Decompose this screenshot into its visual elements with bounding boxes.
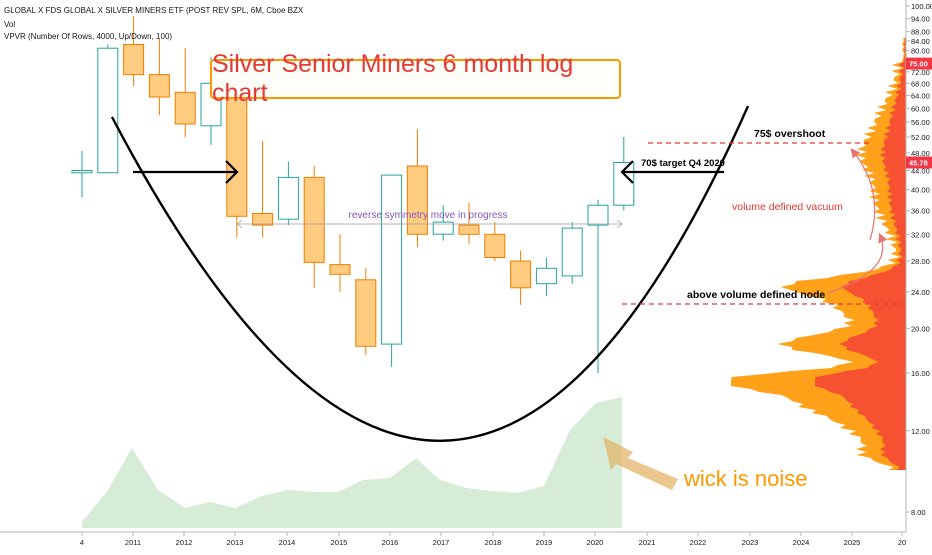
candle-body xyxy=(381,174,403,345)
time-tick-label: 2019 xyxy=(536,538,553,547)
time-tick-label: 2017 xyxy=(433,538,450,547)
price-tick-label: 28.00 xyxy=(911,257,930,266)
price-axis[interactable]: 100.0094.0088.0084.0080.0076.0072.0068.0… xyxy=(905,0,932,532)
price-tick-label: 64.00 xyxy=(911,91,930,100)
wick-noise-label: wick is noise xyxy=(683,466,807,491)
time-tick-label: 2018 xyxy=(485,538,502,547)
time-tick-label: 2016 xyxy=(382,538,399,547)
left-target-arrow-head xyxy=(225,160,239,184)
price-tick-label: 20.00 xyxy=(911,324,930,333)
time-tick-label: 2022 xyxy=(690,538,707,547)
price-tick-label: 44.00 xyxy=(911,167,930,176)
price-tick-label: 52.00 xyxy=(911,133,930,142)
vacuum-arrow-up xyxy=(850,148,876,241)
drawings-layer[interactable]: reverse symmetry move in progress 75$ ov… xyxy=(110,105,906,491)
time-tick-label: 2013 xyxy=(227,538,244,547)
candle-body xyxy=(71,170,93,174)
time-tick-label: 2020 xyxy=(587,538,604,547)
time-tick-label: 2023 xyxy=(742,538,759,547)
time-tick-label: 2024 xyxy=(793,538,810,547)
time-axis[interactable]: 4 2011 2012 2013 2014 2015 2016 2017 2018 2019 202… xyxy=(0,531,906,547)
price-tick-label: 40.00 xyxy=(911,186,930,195)
candle-body xyxy=(561,227,583,277)
candles-layer[interactable] xyxy=(71,16,635,374)
price-tag-box xyxy=(906,156,932,169)
time-tick-label: 2021 xyxy=(639,538,656,547)
time-tick-label: 4 xyxy=(80,538,84,547)
candle-body xyxy=(484,233,506,259)
price-tick-label: 8.00 xyxy=(911,508,926,517)
node-label: above volume defined node xyxy=(687,289,825,301)
price-tick-label: 68.00 xyxy=(911,79,930,88)
candle-body xyxy=(303,176,325,263)
reverse-symmetry-left-tip xyxy=(236,219,243,229)
cup-curve[interactable] xyxy=(110,105,750,442)
price-tag-box xyxy=(906,57,932,70)
candle-body xyxy=(458,224,480,235)
time-tick-label: 2015 xyxy=(331,538,348,547)
chart-title: Silver Senior Miners 6 month log chart xyxy=(212,50,574,107)
candle-body xyxy=(277,176,299,220)
wick-noise-arrow xyxy=(603,437,678,490)
price-tick-label: 24.00 xyxy=(911,288,930,297)
candle-body xyxy=(97,47,119,174)
price-tags: 75.00 45.78 xyxy=(906,57,932,169)
volume-profile-layer xyxy=(731,38,906,470)
price-tick-label: 80.00 xyxy=(911,47,930,56)
time-tick-label: 2014 xyxy=(279,538,296,547)
price-tick-label: 12.00 xyxy=(911,427,930,436)
candle-body xyxy=(329,264,351,275)
symbol-line: GLOBAL X FDS GLOBAL X SILVER MINERS ETF … xyxy=(4,6,304,15)
price-tag-label: 45.78 xyxy=(909,159,928,168)
price-tick-label: 60.00 xyxy=(911,104,930,113)
target-label: 70$ target Q4 2020 xyxy=(641,158,725,169)
chart-title-box[interactable]: Silver Senior Miners 6 month log chart xyxy=(210,50,621,107)
candle-body xyxy=(355,279,377,347)
candle-body xyxy=(432,221,454,235)
vpvr-down-volume xyxy=(815,38,906,470)
candle-body xyxy=(406,165,428,235)
candle-body xyxy=(510,260,532,289)
price-tick-label: 72.00 xyxy=(911,68,930,77)
vpvr-legend: VPVR (Number Of Rows, 4000, Up/Down, 100… xyxy=(4,32,173,41)
vpvr-up-volume xyxy=(731,38,906,470)
price-tick-label: 48.00 xyxy=(911,149,930,158)
price-tick-label: 16.00 xyxy=(911,369,930,378)
price-tick-label: 32.00 xyxy=(911,230,930,239)
price-tick-label: 100.00 xyxy=(911,2,932,11)
overshoot-label: 75$ overshoot xyxy=(754,128,826,140)
reverse-symmetry-right-tip xyxy=(616,219,623,229)
time-tick-label: 2011 xyxy=(125,538,141,547)
price-tick-label: 88.00 xyxy=(911,28,930,37)
vol-legend: Vol xyxy=(4,20,16,29)
reverse-symmetry-label: reverse symmetry move in progress xyxy=(349,210,508,221)
candle-body xyxy=(252,213,274,226)
time-tick-label: 2012 xyxy=(176,538,193,547)
price-tick-label: 84.00 xyxy=(911,37,930,46)
vacuum-label: volume defined vacuum xyxy=(732,201,843,213)
volume-area-layer xyxy=(82,397,622,528)
price-tag-label: 75.00 xyxy=(909,60,928,69)
candle-body xyxy=(587,204,609,226)
price-tick-label: 94.00 xyxy=(911,14,930,23)
candle-body xyxy=(148,74,170,98)
time-tick-label: 20 xyxy=(898,538,906,547)
right-target-arrow-head xyxy=(620,160,634,184)
candle-body xyxy=(123,44,145,76)
price-tick-label: 56.00 xyxy=(911,118,930,127)
candle-body xyxy=(174,91,196,125)
candle-body xyxy=(613,162,635,206)
vacuum-arrow-down xyxy=(827,232,888,294)
candle-body xyxy=(535,267,557,285)
time-tick-label: 2025 xyxy=(844,538,861,547)
price-tick-label: 36.00 xyxy=(911,207,930,216)
volume-area xyxy=(82,397,622,528)
